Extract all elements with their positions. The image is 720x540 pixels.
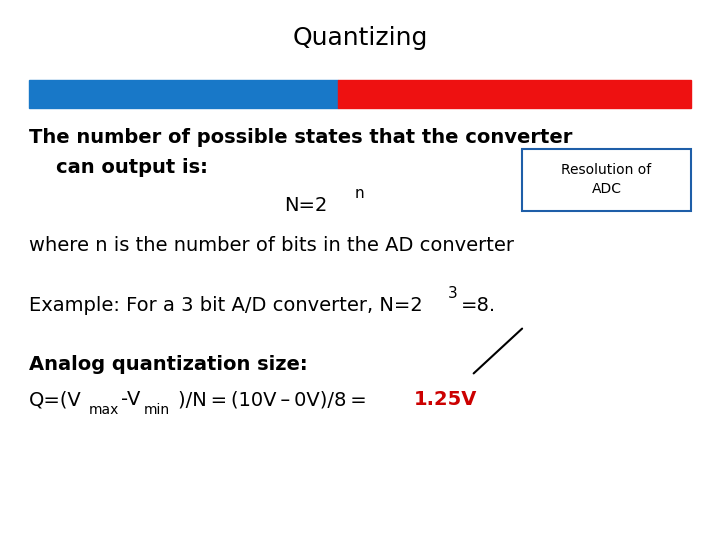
Text: max: max <box>89 403 119 417</box>
Text: min: min <box>144 403 170 417</box>
Text: can output is:: can output is: <box>29 158 207 177</box>
Text: Analog quantization size:: Analog quantization size: <box>29 355 307 374</box>
Text: Resolution of
ADC: Resolution of ADC <box>562 163 652 197</box>
Text: The number of possible states that the converter: The number of possible states that the c… <box>29 128 572 147</box>
Text: 3: 3 <box>448 286 458 301</box>
Bar <box>338 80 691 108</box>
FancyBboxPatch shape <box>522 148 691 211</box>
Text: -V: -V <box>121 390 140 409</box>
Text: Q=(V: Q=(V <box>29 390 81 409</box>
Text: =8.: =8. <box>461 295 496 315</box>
Text: where n is the number of bits in the AD converter: where n is the number of bits in the AD … <box>29 236 514 255</box>
Text: n: n <box>355 186 364 201</box>
Text: N=2: N=2 <box>284 195 328 215</box>
Text: Quantizing: Quantizing <box>292 26 428 50</box>
Text: Example: For a 3 bit A/D converter, N=2: Example: For a 3 bit A/D converter, N=2 <box>29 295 423 315</box>
Text: )/N = (10V – 0V)/8 =: )/N = (10V – 0V)/8 = <box>178 390 371 409</box>
Text: 1.25V: 1.25V <box>414 390 477 409</box>
Bar <box>29 80 338 108</box>
